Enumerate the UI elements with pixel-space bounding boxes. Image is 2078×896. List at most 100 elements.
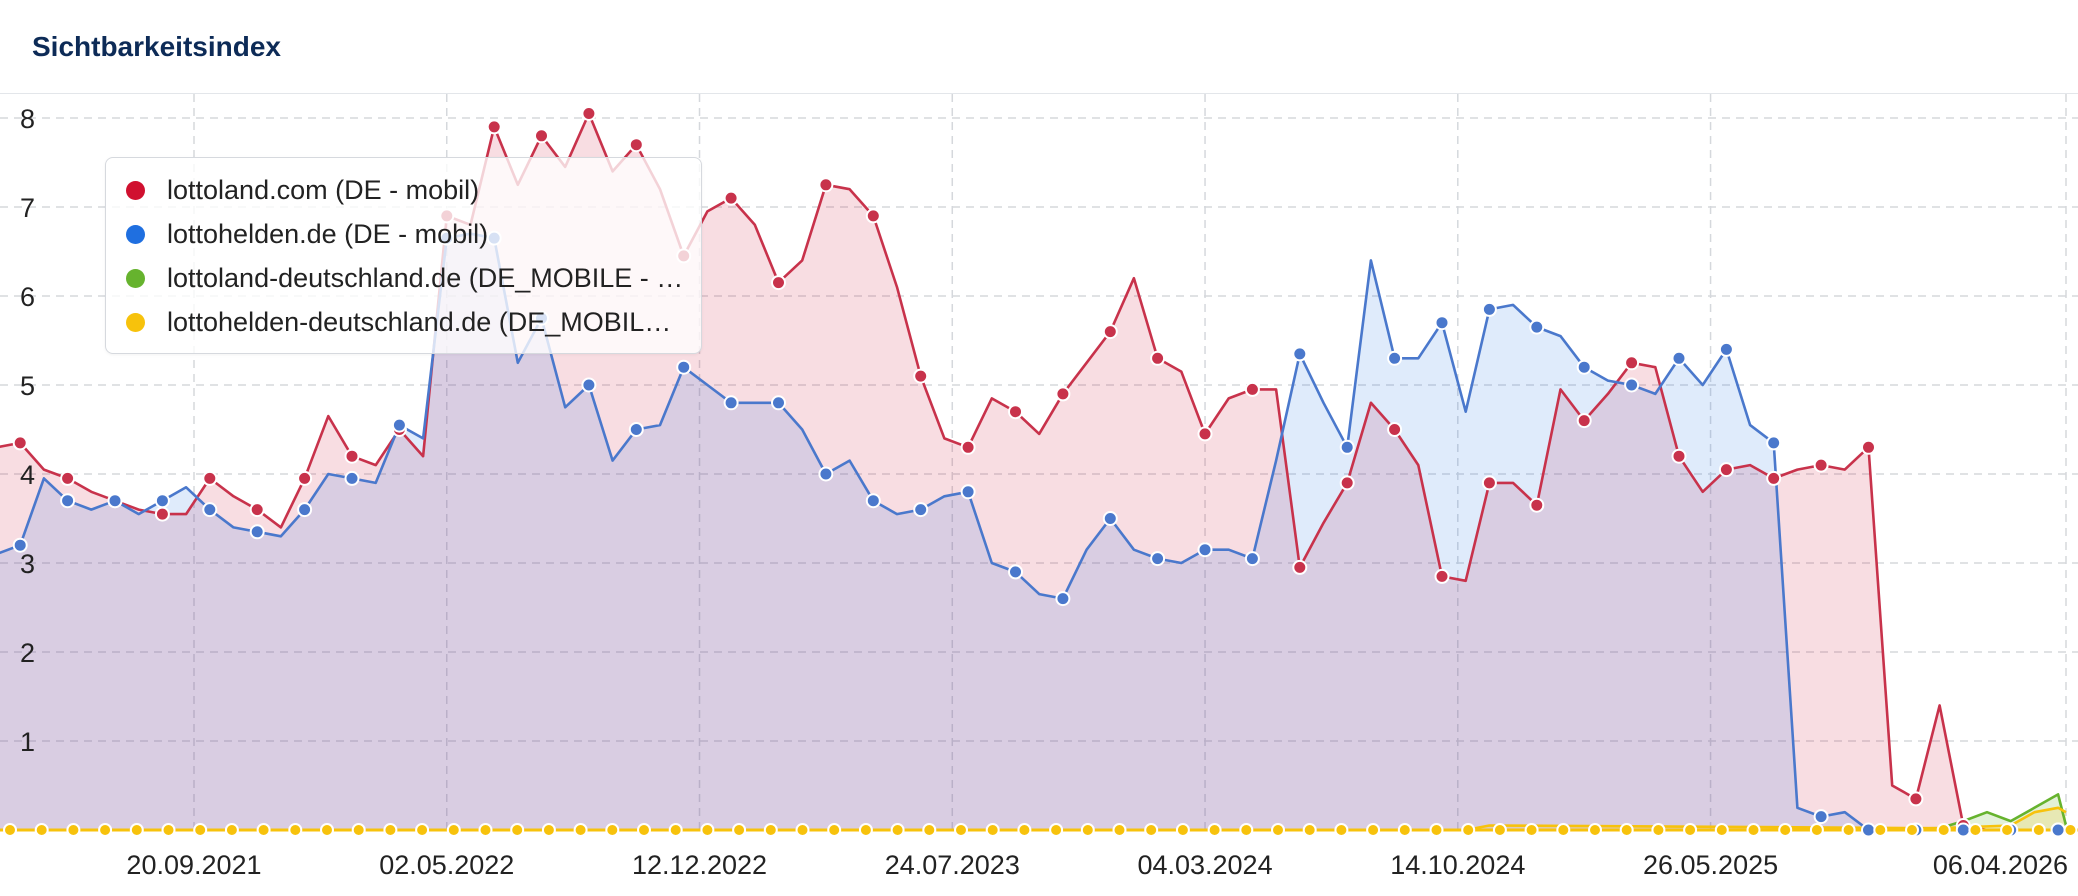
- data-point-3: [1207, 823, 1222, 837]
- data-point-1: [391, 417, 407, 433]
- data-point-3: [34, 823, 49, 837]
- data-point-3: [985, 823, 1000, 837]
- data-point-0: [1908, 791, 1924, 807]
- data-point-1: [676, 359, 692, 375]
- data-point-1: [1102, 511, 1118, 526]
- data-point-3: [922, 823, 937, 837]
- data-point-3: [1809, 823, 1824, 837]
- data-point-1: [865, 493, 881, 509]
- legend-label: lottohelden.de (DE - mobil): [167, 218, 489, 249]
- data-point-1: [107, 493, 123, 509]
- data-point-3: [605, 823, 620, 837]
- data-point-3: [1556, 823, 1571, 837]
- data-point-1: [1387, 350, 1403, 366]
- data-point-3: [98, 823, 113, 837]
- data-point-3: [1334, 823, 1349, 837]
- data-point-3: [351, 823, 366, 837]
- data-point-3: [3, 823, 17, 837]
- data-point-3: [795, 823, 810, 837]
- data-point-3: [1492, 823, 1507, 837]
- data-point-0: [1671, 448, 1687, 464]
- legend-item-lottohelden[interactable]: lottohelden.de (DE - mobil): [126, 214, 686, 254]
- data-point-3: [1873, 823, 1888, 837]
- data-point-1: [1197, 542, 1213, 558]
- data-point-3: [1366, 823, 1381, 837]
- data-point-0: [1150, 350, 1166, 366]
- data-point-0: [1102, 324, 1118, 340]
- series-line-1: [0, 232, 2066, 832]
- data-point-0: [534, 128, 549, 144]
- data-point-0: [1008, 404, 1023, 420]
- legend-item-lottoland[interactable]: lottoland.com (DE - mobil): [126, 170, 686, 210]
- legend-label: lottoland.com (DE - mobil): [167, 174, 480, 205]
- data-point-0: [771, 275, 786, 291]
- data-point-0: [1813, 457, 1829, 473]
- data-point-3: [668, 823, 683, 837]
- x-tick-label: 12.12.2022: [632, 850, 767, 880]
- legend-item-lottoland-deutschland[interactable]: lottoland-deutschland.de (DE_MOBILE - …: [126, 258, 686, 298]
- data-point-3: [1746, 823, 1761, 837]
- data-point-3: [2000, 823, 2015, 837]
- data-point-3: [2031, 823, 2046, 837]
- data-point-1: [913, 502, 929, 518]
- data-point-1: [818, 466, 834, 482]
- data-point-0: [1766, 470, 1782, 486]
- data-point-0: [913, 368, 929, 384]
- data-point-3: [288, 823, 303, 837]
- data-point-3: [1049, 823, 1064, 837]
- legend-label: lottoland-deutschland.de (DE_MOBILE - …: [167, 262, 684, 293]
- data-point-0: [1055, 386, 1071, 402]
- data-point-0: [202, 470, 218, 486]
- y-tick-label: 1: [20, 727, 35, 757]
- legend-item-lottohelden-deutschland[interactable]: lottohelden-deutschland.de (DE_MOBIL…: [126, 302, 686, 342]
- chart-legend: lottoland.com (DE - mobil) lottohelden.d…: [105, 157, 702, 354]
- data-point-3: [1905, 823, 1919, 837]
- data-point-0: [249, 502, 265, 518]
- data-point-1: [628, 422, 644, 437]
- y-tick-label: 6: [20, 282, 35, 312]
- data-point-3: [1239, 823, 1254, 837]
- x-tick-label: 06.04.2026: [1933, 850, 2068, 880]
- data-point-1: [1481, 301, 1497, 317]
- data-point-0: [1292, 559, 1308, 575]
- data-point-0: [12, 435, 28, 451]
- data-point-0: [486, 119, 502, 135]
- data-point-0: [60, 470, 76, 486]
- x-tick-label: 14.10.2024: [1390, 850, 1525, 880]
- data-point-3: [637, 823, 651, 837]
- data-point-1: [1055, 591, 1071, 607]
- data-point-0: [1434, 568, 1450, 584]
- data-point-3: [1271, 823, 1285, 837]
- data-point-0: [1387, 422, 1403, 437]
- axis-labels: 1 2 3 4 5 6 7 8 20.09.2021 02.05.2022 12.12.2022 24…: [20, 104, 2068, 880]
- data-point-3: [161, 823, 176, 837]
- data-point-0: [1576, 413, 1592, 429]
- data-point-1: [1008, 564, 1023, 580]
- data-point-3: [383, 823, 398, 837]
- data-point-3: [700, 823, 715, 837]
- data-point-1: [297, 502, 313, 518]
- data-point-1: [1150, 551, 1166, 567]
- legend-marker-icon: [126, 180, 145, 200]
- data-point-0: [1529, 497, 1545, 513]
- data-point-1: [723, 395, 739, 411]
- data-point-3: [510, 823, 525, 837]
- card-title: Sichtbarkeitsindex: [32, 31, 281, 62]
- data-point-0: [1718, 462, 1734, 478]
- data-point-3: [732, 823, 747, 837]
- data-point-0: [628, 137, 644, 153]
- data-point-3: [129, 823, 144, 837]
- data-point-0: [865, 208, 881, 224]
- data-point-0: [1624, 355, 1640, 371]
- data-point-1: [1671, 350, 1687, 366]
- x-tick-label: 24.07.2023: [885, 850, 1020, 880]
- data-point-3: [1619, 823, 1634, 837]
- data-point-1: [1955, 822, 1971, 838]
- data-point-1: [202, 502, 218, 518]
- data-point-1: [12, 537, 28, 553]
- data-point-3: [2063, 823, 2078, 837]
- data-point-1: [771, 395, 786, 411]
- data-point-1: [2050, 822, 2066, 838]
- x-tick-label: 26.05.2025: [1643, 850, 1778, 880]
- data-point-3: [66, 823, 81, 837]
